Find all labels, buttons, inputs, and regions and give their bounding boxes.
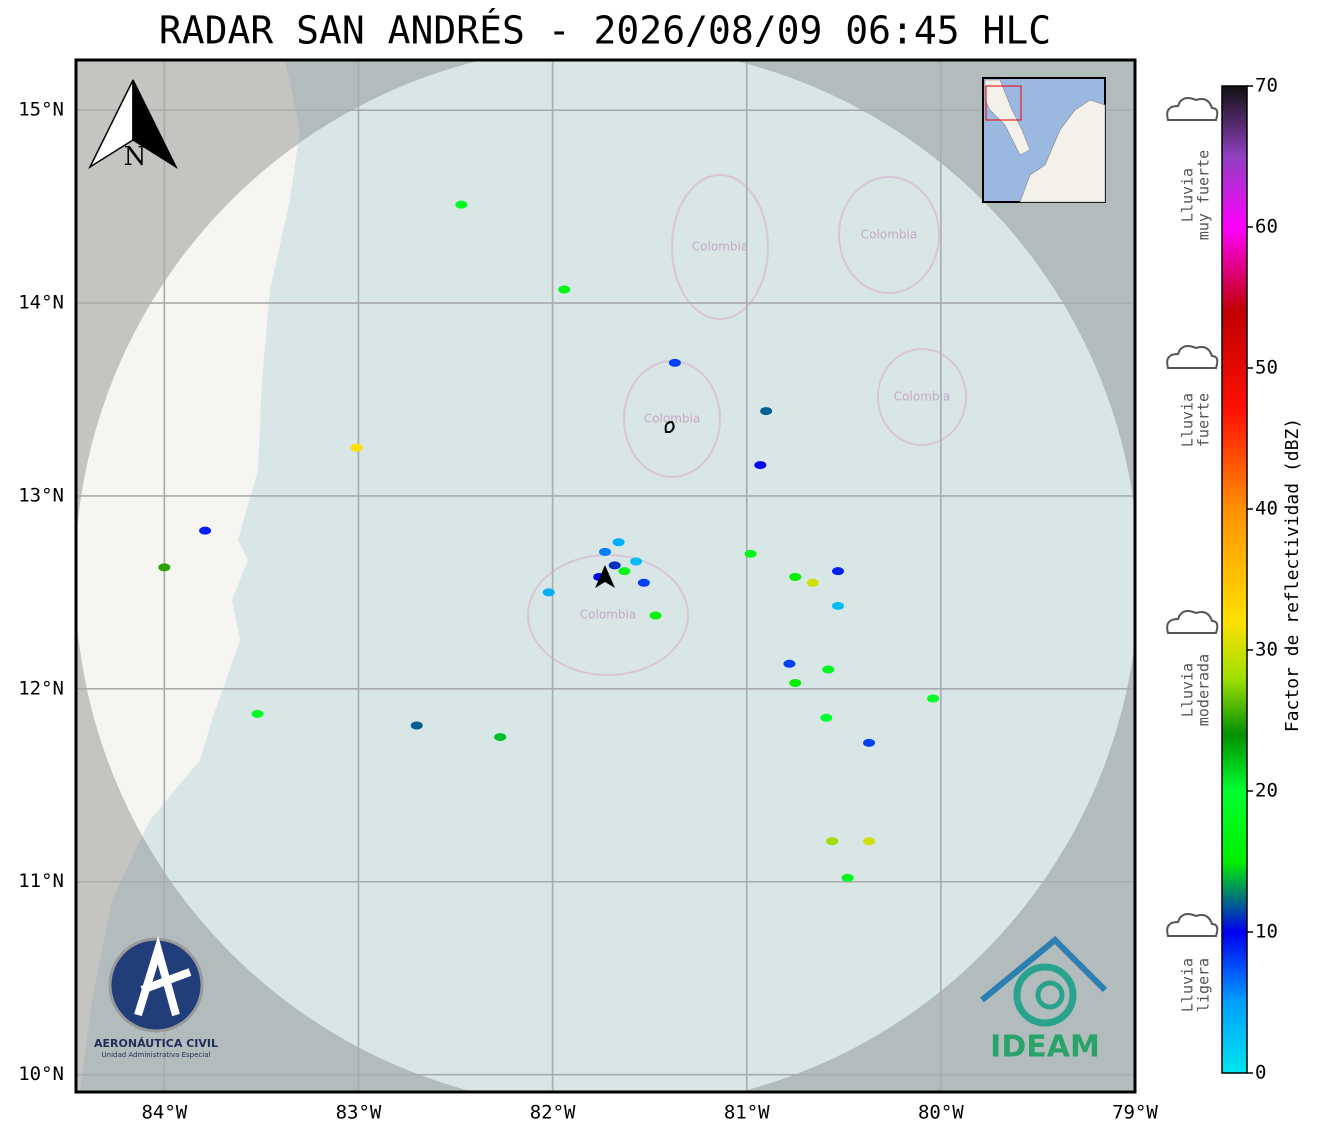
radar-echo xyxy=(744,549,757,558)
legend-label: Lluvia xyxy=(1179,958,1197,1012)
radar-echo xyxy=(806,578,819,587)
legend-label: Lluvia xyxy=(1179,663,1197,717)
radar-echo xyxy=(927,694,940,703)
radar-echo xyxy=(841,873,854,882)
radar-echo xyxy=(637,578,650,587)
north-arrow: N xyxy=(88,79,178,172)
x-tick-label: 84°W xyxy=(141,1102,187,1124)
radar-echo xyxy=(831,601,844,610)
radar-echo xyxy=(199,526,212,535)
radar-echo xyxy=(158,563,171,572)
radar-echo xyxy=(754,461,767,470)
cloud-icon xyxy=(1166,913,1219,937)
colorbar-tick-label: 60 xyxy=(1255,216,1278,238)
logo-text: AERONÁUTICA CIVIL xyxy=(94,1037,218,1050)
region-label: Colombia xyxy=(692,240,748,254)
radar-echo xyxy=(251,709,264,718)
radar-echo xyxy=(820,713,833,722)
radar-echo xyxy=(668,358,681,367)
radar-echo xyxy=(783,659,796,668)
territory-outline xyxy=(877,348,967,446)
radar-echo xyxy=(826,837,839,846)
region-label: Colombia xyxy=(644,412,700,426)
radar-echo xyxy=(558,285,571,294)
map-frame xyxy=(74,58,1137,1094)
radar-echo xyxy=(760,407,773,416)
colorbar-tick-label: 0 xyxy=(1255,1062,1266,1084)
radar-echo xyxy=(618,567,631,576)
radar-echo xyxy=(831,567,844,576)
region-label: Colombia xyxy=(894,390,950,404)
y-tick-label: 14°N xyxy=(18,292,64,314)
territory-outline xyxy=(838,176,940,294)
radar-echo xyxy=(494,733,507,742)
logo-subtext: Unidad Administrativa Especial xyxy=(102,1051,211,1059)
x-tick-label: 80°W xyxy=(918,1102,964,1124)
radar-echo xyxy=(649,611,662,620)
colorbar-tick-label: 20 xyxy=(1255,780,1278,802)
radar-echo xyxy=(789,572,802,581)
radar-echo xyxy=(630,557,643,566)
cloud-icon xyxy=(1166,97,1219,121)
inset-map xyxy=(982,77,1106,203)
legend-label: moderada xyxy=(1195,654,1213,726)
legend-label: ligera xyxy=(1195,958,1213,1012)
cloud-icon xyxy=(1166,610,1219,634)
radar-echo xyxy=(542,588,555,597)
north-label: N xyxy=(124,142,147,172)
colorbar-tick-label: 30 xyxy=(1255,639,1278,661)
colorbar xyxy=(1221,85,1248,1074)
y-tick-label: 11°N xyxy=(18,870,64,892)
cloud-icon xyxy=(1166,345,1219,369)
y-tick-label: 12°N xyxy=(18,677,64,699)
radar-echo xyxy=(599,547,612,556)
radar-echo xyxy=(608,561,621,570)
title: RADAR SAN ANDRÉS - 2026/08/09 06:45 HLC xyxy=(159,9,1051,53)
radar-echo xyxy=(789,679,802,688)
y-tick-label: 15°N xyxy=(18,99,64,121)
logo-text: IDEAM xyxy=(990,1030,1100,1065)
radar-echo xyxy=(455,200,468,209)
colorbar-tick-label: 50 xyxy=(1255,357,1278,379)
legend-label: Lluvia xyxy=(1179,168,1197,222)
radar-echo xyxy=(410,721,423,730)
aerocivil-logo: AERONÁUTICA CIVIL Unidad Administrativa … xyxy=(94,935,218,1059)
radar-echo xyxy=(612,538,625,547)
y-tick-label: 10°N xyxy=(18,1063,64,1085)
territory-outline xyxy=(671,174,769,320)
x-tick-label: 82°W xyxy=(530,1102,576,1124)
x-tick-label: 81°W xyxy=(724,1102,770,1124)
legend-label: Lluvia xyxy=(1179,393,1197,447)
colorbar-tick-label: 40 xyxy=(1255,498,1278,520)
colorbar-tick-label: 10 xyxy=(1255,921,1278,943)
colorbar-tick-label: 70 xyxy=(1255,75,1278,97)
radar-echo xyxy=(863,738,876,747)
region-label: Colombia xyxy=(861,228,917,242)
island-outline xyxy=(664,420,675,433)
x-tick-label: 79°W xyxy=(1112,1102,1158,1124)
map-background xyxy=(76,60,1135,1092)
y-tick-label: 13°N xyxy=(18,484,64,506)
legend-label: muy fuerte xyxy=(1195,150,1213,240)
colorbar-label: Factor de reflectividad (dBZ) xyxy=(1282,418,1303,732)
legend-label: fuerte xyxy=(1195,393,1213,447)
region-label: Colombia xyxy=(580,608,636,622)
ideam-logo: IDEAM xyxy=(980,935,1108,1065)
x-tick-label: 83°W xyxy=(336,1102,382,1124)
radar-site xyxy=(595,565,615,588)
radar-echo xyxy=(822,665,835,674)
radar-echo xyxy=(350,443,363,452)
radar-echo xyxy=(863,837,876,846)
